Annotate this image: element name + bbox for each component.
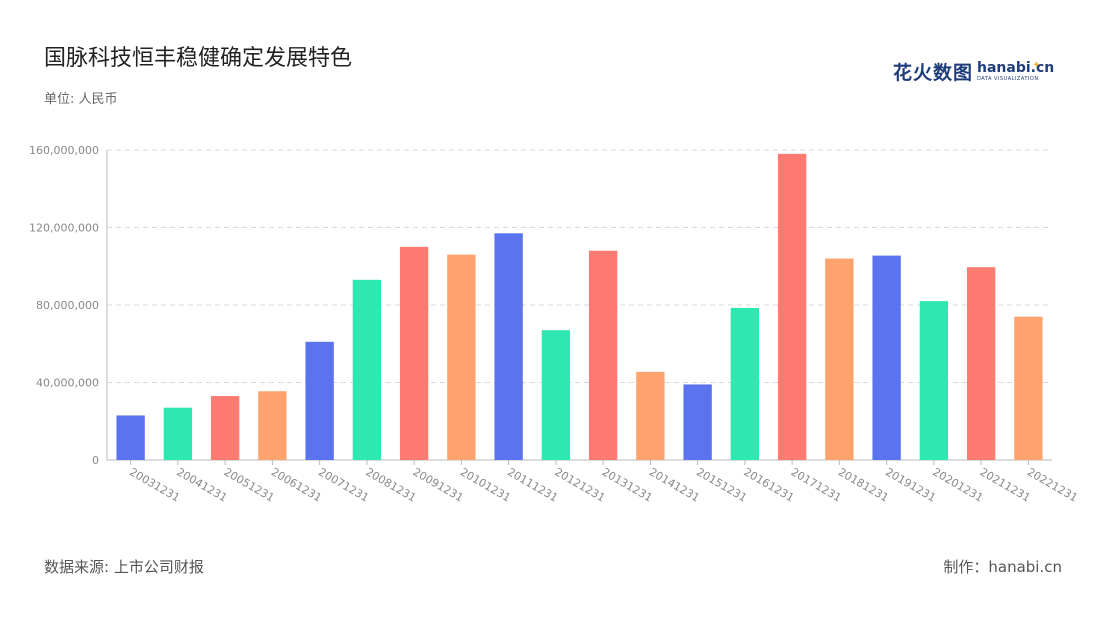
- logo-en-block: hanabi.cn DATA VISUALIZATION: [977, 61, 1054, 82]
- x-tick-label: 20111231: [505, 465, 560, 504]
- x-tick-label: 20031231: [127, 465, 182, 504]
- bar: [447, 254, 476, 460]
- logo-sub-text: DATA VISUALIZATION: [977, 76, 1039, 82]
- bar: [683, 384, 712, 460]
- bar: [305, 341, 334, 460]
- x-tick-label: 20041231: [174, 465, 229, 504]
- bar: [730, 307, 760, 460]
- x-tick-label: 20121231: [552, 465, 607, 504]
- bar: [258, 391, 287, 460]
- y-tick-label: 160,000,000: [29, 144, 99, 157]
- logo-cn-text: 花火数图: [893, 62, 974, 84]
- x-tick-label: 20061231: [269, 465, 324, 504]
- x-tick-label: 20071231: [316, 465, 371, 504]
- bar: [919, 301, 949, 460]
- y-tick-label: 0: [92, 454, 99, 467]
- bar: [399, 246, 429, 460]
- x-tick-label: 20151231: [694, 465, 749, 504]
- bar: [210, 396, 240, 460]
- maker-credit: 制作：hanabi.cn: [943, 558, 1062, 576]
- y-tick-label: 40,000,000: [36, 377, 99, 390]
- logo-en-text: hanabi.cn: [977, 60, 1055, 76]
- bar: [1014, 316, 1043, 460]
- x-tick-label: 20191231: [883, 465, 938, 504]
- bar: [588, 250, 618, 460]
- bar: [494, 233, 523, 460]
- bar: [636, 371, 665, 460]
- x-tick-label: 20051231: [222, 465, 277, 504]
- chart-title: 国脉科技恒丰稳健确定发展特色: [44, 46, 353, 71]
- bar: [116, 415, 145, 460]
- bar: [872, 255, 901, 460]
- x-tick-label: 20101231: [458, 465, 513, 504]
- x-tick-label: 20091231: [411, 465, 466, 504]
- data-source: 数据来源: 上市公司财报: [44, 558, 204, 576]
- x-tick-label: 20201231: [930, 465, 985, 504]
- x-tick-label: 20081231: [363, 465, 418, 504]
- bar: [352, 279, 382, 460]
- x-tick-label: 20141231: [647, 465, 702, 504]
- x-tick-label: 20131231: [600, 465, 655, 504]
- sparkle-icon: ✦: [1032, 60, 1041, 71]
- y-tick-label: 80,000,000: [36, 299, 99, 312]
- bar: [825, 258, 854, 460]
- brand-logo: 花火数图 hanabi.cn DATA VISUALIZATION ✦: [893, 58, 1054, 85]
- unit-label: 单位: 人民币: [44, 92, 118, 107]
- bar: [777, 153, 807, 460]
- y-tick-label: 120,000,000: [29, 222, 99, 235]
- x-tick-label: 20211231: [978, 465, 1033, 504]
- x-tick-label: 20161231: [741, 465, 796, 504]
- x-tick-label: 20221231: [1025, 465, 1080, 504]
- bar: [163, 407, 193, 460]
- x-tick-label: 20181231: [836, 465, 891, 504]
- x-tick-label: 20171231: [789, 465, 844, 504]
- bar: [541, 330, 571, 460]
- bar: [966, 267, 996, 460]
